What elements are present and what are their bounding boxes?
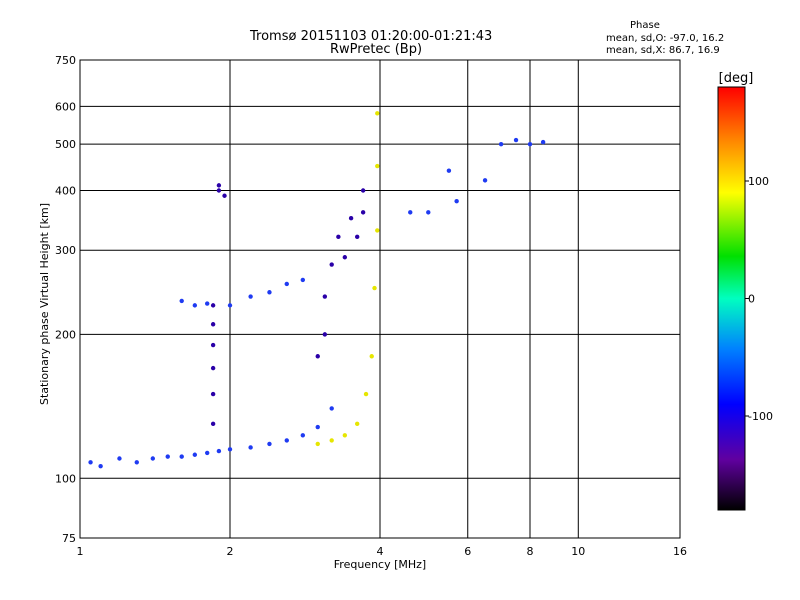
data-point: [267, 441, 272, 447]
data-point: [354, 421, 360, 427]
data-point: [375, 111, 380, 116]
data-point: [354, 234, 360, 240]
data-point: [179, 298, 184, 304]
x-tick-label: 8: [527, 545, 534, 558]
data-point: [527, 141, 533, 147]
data-point: [363, 391, 369, 397]
data-point: [165, 454, 170, 459]
data-point: [408, 210, 413, 215]
data-point: [179, 454, 184, 459]
data-point: [498, 141, 504, 147]
data-point: [372, 285, 377, 291]
data-point: [204, 450, 210, 456]
x-tick-label: 16: [673, 545, 687, 558]
data-point: [216, 448, 222, 454]
y-tick-label: 500: [55, 138, 76, 151]
x-tick-label: 6: [464, 545, 471, 558]
data-point: [192, 452, 198, 457]
data-point: [482, 178, 488, 183]
data-point: [210, 322, 216, 327]
data-point: [360, 210, 366, 215]
data-point: [98, 463, 103, 469]
data-point: [513, 137, 519, 143]
y-tick-label: 400: [55, 184, 76, 197]
y-tick-label: 200: [55, 328, 76, 341]
data-point: [192, 303, 198, 308]
data-point: [150, 456, 156, 461]
data-point: [322, 332, 328, 337]
grid: [80, 60, 680, 538]
data-point: [284, 281, 289, 287]
phase-o-stats: mean, sd,O: -97.0, 16.2: [606, 33, 725, 44]
data-point: [267, 290, 272, 295]
data-point: [426, 210, 431, 215]
data-point: [248, 445, 253, 450]
data-point: [210, 303, 216, 308]
x-tick-label: 2: [227, 545, 234, 558]
data-point: [329, 262, 334, 267]
data-point: [336, 234, 341, 240]
colorbar-tick-label: 0: [748, 293, 755, 306]
data-point: [375, 163, 380, 169]
plot-frame: [79, 59, 681, 539]
data-point: [117, 456, 122, 461]
data-point: [360, 188, 366, 193]
data-point: [227, 303, 233, 308]
data-point: [248, 294, 253, 299]
data-point: [210, 365, 216, 371]
colorbar-ticks: 100 0 -100: [745, 175, 773, 423]
data-point: [329, 406, 334, 411]
data-point: [88, 460, 93, 465]
data-point: [342, 433, 348, 438]
data-point: [284, 438, 289, 443]
data-point: [204, 301, 210, 306]
data-point: [329, 438, 334, 443]
data-point: [134, 460, 139, 465]
data-points: [88, 111, 546, 469]
data-point: [375, 228, 380, 233]
data-point: [210, 342, 216, 348]
y-tick-label: 300: [55, 244, 76, 257]
data-point: [300, 433, 306, 438]
y-tick-label: 600: [55, 100, 76, 113]
data-point: [454, 198, 459, 204]
data-point: [210, 421, 216, 427]
colorbar: [717, 86, 746, 511]
data-point: [540, 139, 546, 145]
colorbar-tick-label: 100: [748, 175, 769, 188]
chart-title: Tromsø 20151103 01:20:00-01:21:43: [250, 29, 493, 44]
y-axis-label: Stationary phase Virtual Height [km]: [38, 203, 51, 405]
data-point: [315, 441, 320, 447]
data-point: [216, 188, 222, 193]
data-point: [342, 255, 348, 260]
data-point: [322, 294, 328, 299]
x-tick-label: 4: [377, 545, 384, 558]
data-point: [315, 354, 320, 359]
phase-label: Phase: [630, 20, 660, 31]
x-axis-label: Frequency [MHz]: [334, 558, 426, 571]
data-point: [300, 277, 306, 283]
y-tick-label: 100: [55, 472, 76, 485]
y-tick-label: 750: [55, 54, 76, 67]
y-tick-label: 75: [62, 532, 76, 545]
chart-subtitle: RwPretec (Bp): [330, 42, 423, 57]
data-point: [348, 216, 354, 221]
data-point: [222, 193, 227, 198]
x-tick-label: 1: [77, 545, 84, 558]
data-point: [216, 183, 222, 188]
data-point: [227, 447, 233, 452]
data-point: [446, 168, 452, 173]
colorbar-tick-label: -100: [748, 410, 773, 423]
data-point: [210, 391, 216, 397]
colorbar-label: [deg]: [719, 71, 754, 86]
axis-ticks: 75 100 200 300 400 500 600 750 1 2 4 6 8 10 16: [55, 54, 687, 558]
x-tick-label: 10: [571, 545, 585, 558]
phase-x-stats: mean, sd,X: 86.7, 16.9: [606, 45, 720, 56]
data-point: [315, 424, 320, 430]
data-point: [369, 354, 374, 359]
